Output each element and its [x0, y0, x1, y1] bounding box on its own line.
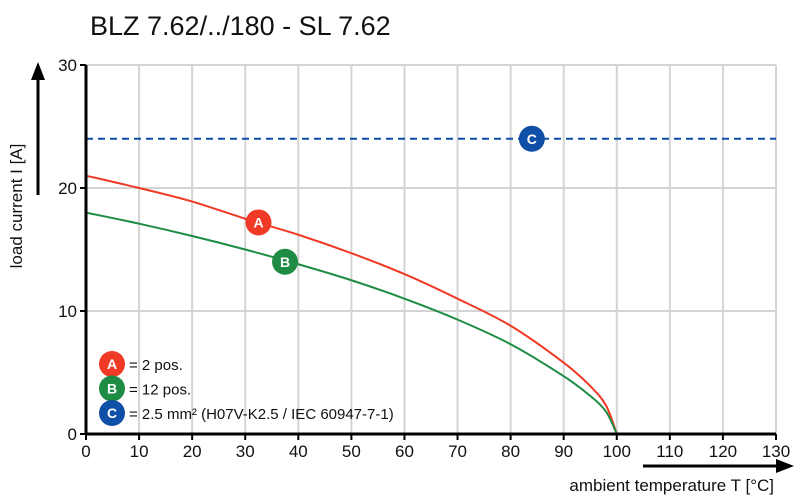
x-tick-label: 100	[603, 442, 631, 461]
series-C-marker-letter: C	[527, 131, 537, 147]
x-tick-label: 60	[395, 442, 414, 461]
legend-B-label: = 12 pos.	[129, 382, 191, 399]
legend-B-badge-letter: B	[107, 381, 117, 397]
x-tick-label: 90	[554, 442, 573, 461]
series-B-marker-circle	[272, 248, 299, 275]
x-tick-label: 20	[183, 442, 202, 461]
x-tick-label: 50	[342, 442, 361, 461]
legend-C-label: = 2.5 mm² (H07V-K2.5 / IEC 60947-7-1)	[129, 406, 394, 423]
series-A-marker-circle	[245, 209, 272, 236]
series-C-marker-circle	[518, 125, 545, 152]
y-axis-label: load current I [A]	[7, 144, 26, 269]
x-tick-label: 30	[236, 442, 255, 461]
y-tick-label: 30	[58, 56, 77, 75]
series-B-line	[85, 211, 618, 435]
legend-A-badge-circle	[99, 351, 125, 377]
x-tick-label: 40	[289, 442, 308, 461]
legend-C-badge-circle	[99, 400, 125, 426]
series-A-line	[85, 174, 618, 435]
legend-C-badge-letter: C	[107, 405, 117, 421]
x-tick-label: 130	[762, 442, 790, 461]
x-tick-label: 0	[81, 442, 90, 461]
chart-title: BLZ 7.62/../180 - SL 7.62	[90, 11, 391, 41]
y-tick-label: 0	[68, 425, 77, 444]
x-tick-label: 10	[130, 442, 149, 461]
series-B-marker-letter: B	[280, 254, 290, 270]
y-arrow-head	[31, 62, 45, 80]
legend-B-badge-circle	[99, 375, 125, 402]
series-A-marker-letter: A	[253, 214, 263, 230]
legend-A-badge-letter: A	[107, 356, 117, 372]
legend-A-label: = 2 pos.	[129, 357, 183, 374]
y-tick-label: 20	[58, 179, 77, 198]
x-arrow-head	[776, 459, 794, 473]
x-tick-label: 70	[448, 442, 467, 461]
x-tick-label: 110	[656, 442, 683, 461]
x-tick-label: 80	[501, 442, 520, 461]
y-tick-label: 10	[58, 302, 77, 321]
x-tick-label: 120	[709, 442, 737, 461]
x-axis-label: ambient temperature T [°C]	[569, 476, 774, 495]
